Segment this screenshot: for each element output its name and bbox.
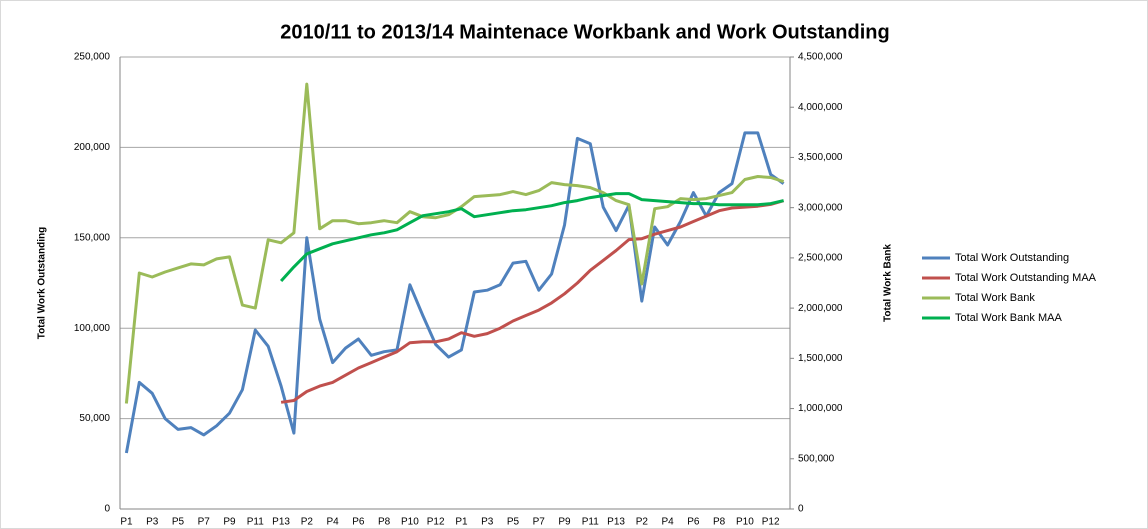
y2-tick-label: 3,000,000 (798, 202, 843, 213)
x-tick-label: P11 (582, 517, 599, 528)
x-tick-label: P4 (326, 517, 339, 528)
x-tick-label: P7 (198, 517, 211, 528)
x-tick-label: P8 (713, 517, 726, 528)
y-tick-label: 50,000 (79, 413, 110, 424)
legend-label: Total Work Bank MAA (955, 312, 1062, 324)
y2-tick-label: 1,500,000 (798, 353, 843, 364)
x-tick-label: P2 (301, 517, 314, 528)
x-tick-label: P11 (247, 517, 264, 528)
x-tick-label: P9 (558, 517, 571, 528)
x-tick-label: P9 (223, 517, 236, 528)
x-tick-label: P13 (272, 517, 290, 528)
y2-tick-label: 2,500,000 (798, 253, 843, 264)
x-tick-label: P1 (455, 517, 468, 528)
x-tick-label: P4 (661, 517, 674, 528)
x-tick-label: P13 (607, 517, 625, 528)
y2-tick-label: 1,000,000 (798, 403, 843, 414)
y2-axis-title: Total Work Bank (883, 244, 894, 322)
x-tick-label: P10 (736, 517, 754, 528)
x-tick-label: P7 (533, 517, 546, 528)
y2-tick-label: 3,500,000 (798, 152, 843, 163)
x-tick-label: P12 (762, 517, 780, 528)
series-line (279, 192, 784, 283)
x-tick-label: P6 (687, 517, 700, 528)
y-tick-label: 150,000 (74, 232, 111, 243)
legend-label: Total Work Outstanding (955, 252, 1069, 264)
y2-tick-label: 0 (798, 504, 804, 515)
y-tick-label: 0 (104, 504, 110, 515)
x-tick-label: P12 (427, 517, 445, 528)
x-tick-label: P5 (172, 517, 185, 528)
y-axis-title: Total Work Outstanding (37, 227, 48, 339)
x-tick-label: P6 (352, 517, 365, 528)
y2-tick-label: 2,000,000 (798, 303, 843, 314)
y-tick-label: 200,000 (74, 142, 111, 153)
y2-tick-label: 4,000,000 (798, 102, 843, 113)
x-tick-label: P2 (636, 517, 649, 528)
series-line (280, 199, 785, 404)
y2-tick-label: 500,000 (798, 453, 835, 464)
y2-tick-label: 4,500,000 (798, 52, 843, 63)
legend-label: Total Work Bank (955, 292, 1035, 304)
x-tick-label: P3 (146, 517, 159, 528)
x-tick-label: P8 (378, 517, 391, 528)
x-tick-label: P3 (481, 517, 494, 528)
y-tick-label: 100,000 (74, 323, 111, 334)
x-tick-label: P1 (120, 517, 133, 528)
chart-title: 2010/11 to 2013/14 Maintenace Workbank a… (280, 21, 889, 43)
x-tick-label: P10 (401, 517, 419, 528)
legend-label: Total Work Outstanding MAA (955, 272, 1097, 284)
x-tick-label: P5 (507, 517, 520, 528)
y-tick-label: 250,000 (74, 52, 111, 63)
series-line (124, 131, 785, 454)
